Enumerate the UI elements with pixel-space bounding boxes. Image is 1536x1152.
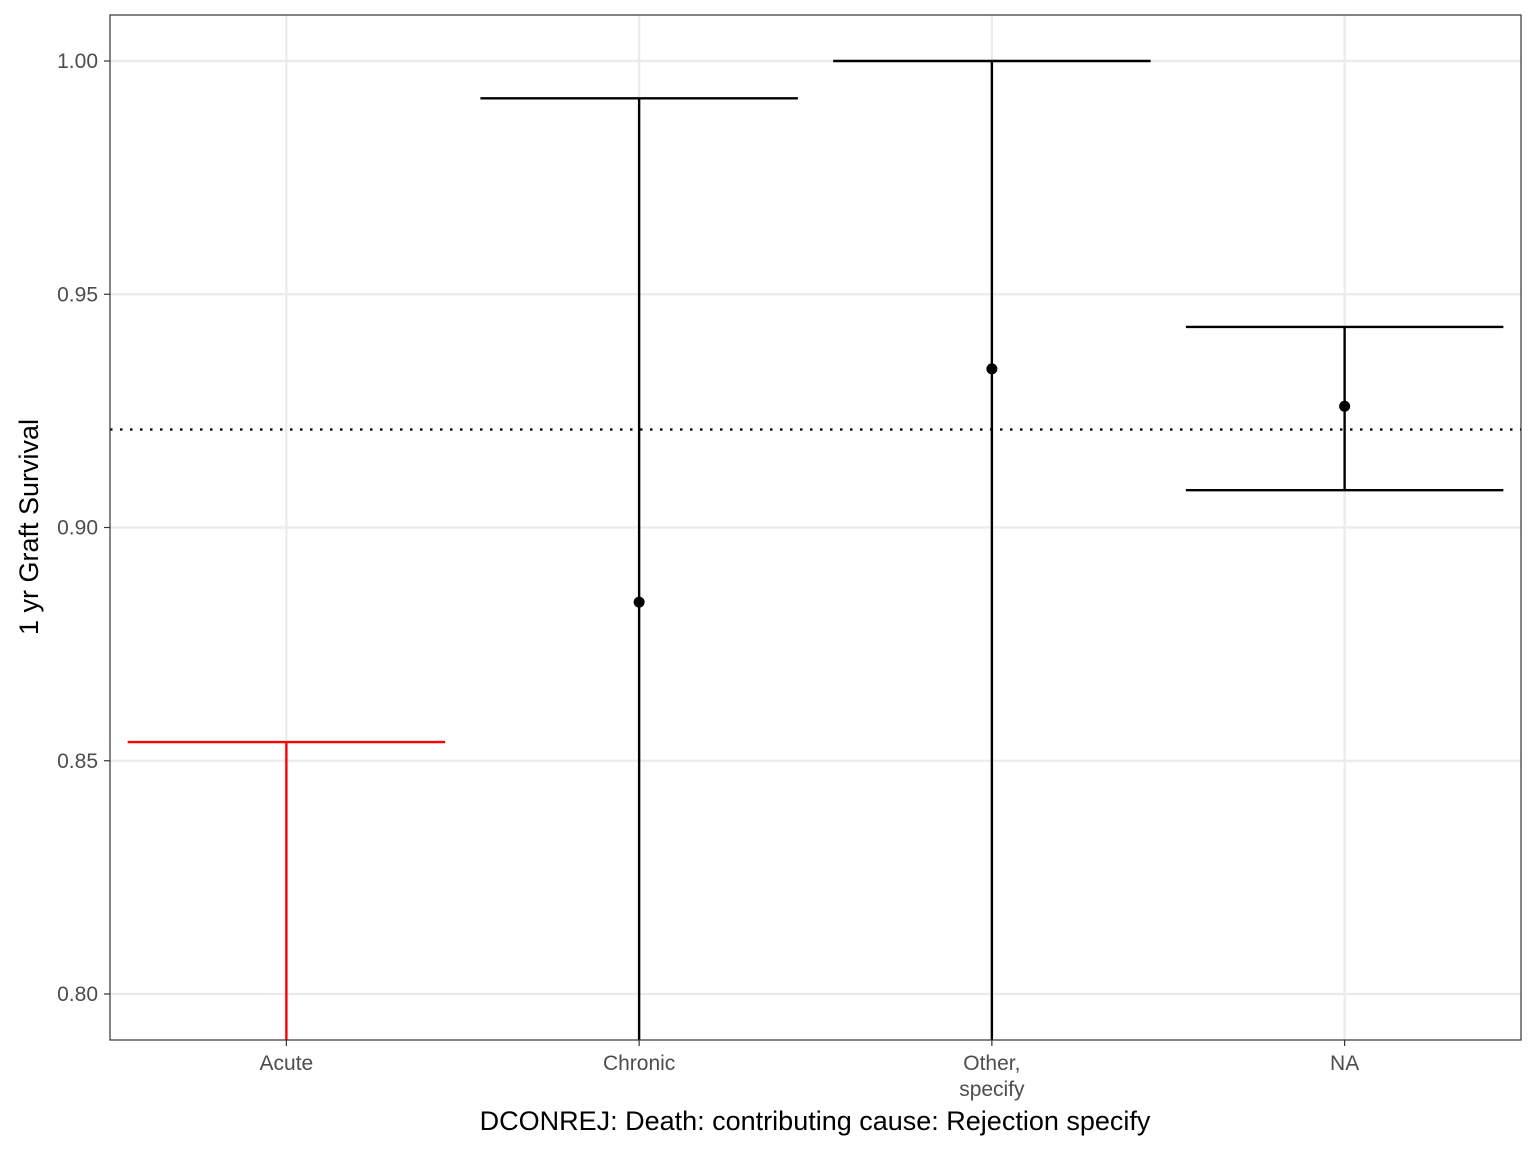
point-estimate: [1339, 400, 1351, 412]
y-tick-label: 0.80: [57, 983, 98, 1006]
x-tick-label-line: Acute: [260, 1052, 314, 1075]
y-tick-label: 0.90: [57, 517, 98, 540]
x-tick-label-line: Chronic: [603, 1052, 675, 1075]
y-tick-label: 0.95: [57, 283, 98, 306]
point-estimate: [633, 596, 645, 608]
x-tick-label-line: Other,: [963, 1052, 1020, 1075]
x-tick-label: NA: [1330, 1052, 1359, 1075]
x-axis: Acute Chronic Other, specify NA: [260, 1040, 1359, 1101]
y-axis-title: 1 yr Graft Survival: [14, 419, 44, 635]
y-axis: 0.80 0.85 0.90 0.95 1.00: [57, 50, 110, 1006]
x-tick-label-line: specify: [959, 1078, 1025, 1101]
y-tick-label: 0.85: [57, 750, 98, 773]
x-tick-label: Acute: [260, 1052, 314, 1075]
point-estimate: [986, 363, 998, 375]
x-tick-label: Chronic: [603, 1052, 675, 1075]
x-tick-label-line: NA: [1330, 1052, 1359, 1075]
errorbars: [127, 59, 1504, 1040]
x-tick-label: Other, specify: [959, 1052, 1025, 1101]
y-tick-label: 1.00: [57, 50, 98, 73]
x-axis-title: DCONREJ: Death: contributing cause: Reje…: [480, 1106, 1151, 1136]
